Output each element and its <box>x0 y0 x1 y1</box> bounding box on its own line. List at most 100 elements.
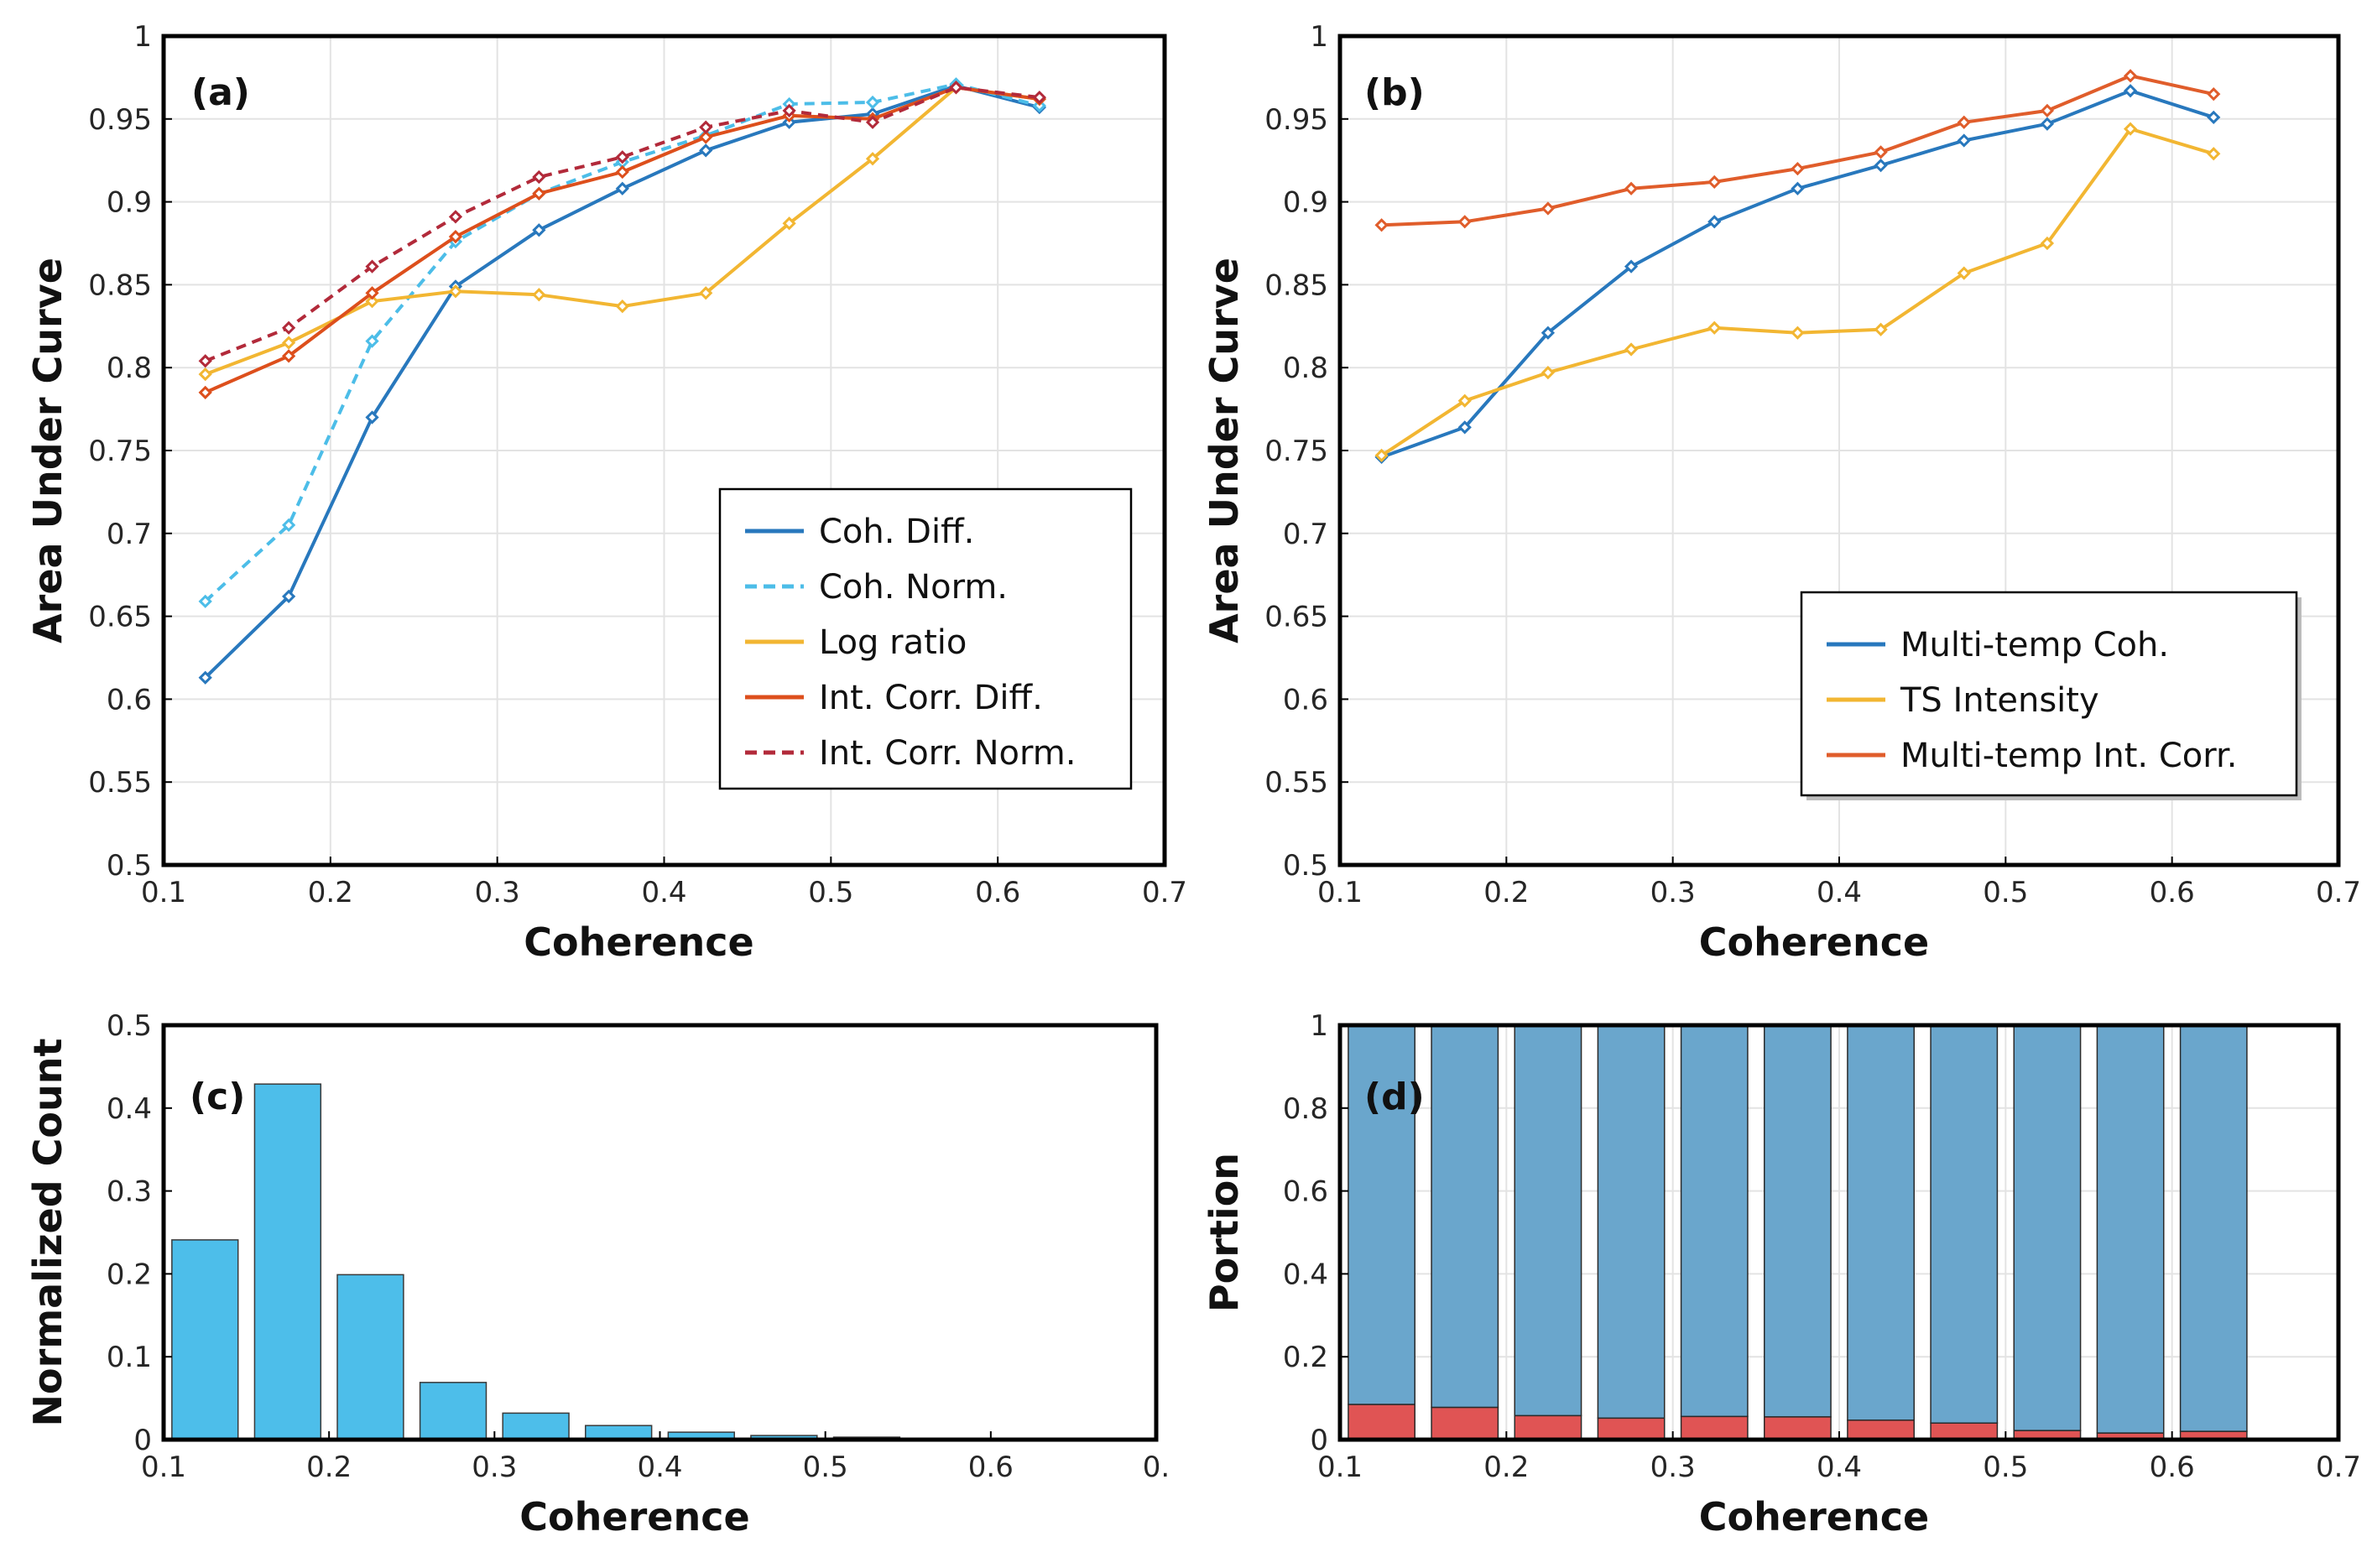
panel-a-legend-label: Int. Corr. Diff. <box>819 679 1043 717</box>
panel-b-data-point <box>2123 122 2138 136</box>
panel-a-data-point <box>532 169 546 185</box>
panel-b-data-point <box>2040 117 2055 131</box>
panel-a-data-point <box>365 334 379 348</box>
panel-d-bar-upper <box>1764 1024 1832 1418</box>
panel-d-label: (d) <box>1364 1076 1425 1118</box>
panel-d-bar-upper <box>2013 1024 2082 1431</box>
panel-b-ytick-label: 0.7 <box>1283 518 1328 551</box>
panel-a-legend-box <box>718 487 1133 790</box>
panel-a-ytick-label: 0.55 <box>88 766 152 800</box>
panel-d-bar-upper <box>1680 1024 1749 1418</box>
panel-d-ytick-label: 0 <box>1310 1424 1328 1457</box>
panel-a-data-point <box>615 150 629 164</box>
panel-a-data-point <box>699 120 713 134</box>
panel-b-data-point <box>1957 266 1971 280</box>
panel-b-data-point <box>1957 115 1971 129</box>
panel-b-data-point <box>2123 84 2138 98</box>
panel-d-ytick-label: 0.2 <box>1283 1341 1328 1374</box>
panel-a-data-point <box>865 95 880 110</box>
panel-d-bar-lower <box>1680 1415 1749 1440</box>
panel-c-ytick-label: 0.1 <box>107 1341 152 1374</box>
panel-d-xtick-label: 0.2 <box>1483 1451 1529 1484</box>
panel-a-ticks: 0.1 0.2 0.3 0.4 0.5 0.6 0.7 0.5 0.55 0.6 0.65 0.7 0.… <box>88 20 1187 909</box>
panel-d-bar-upper <box>2179 1024 2248 1432</box>
panel-c: 0.1 0.2 0.3 0.4 0.5 0.6 0.00.10.20.30.40.5 (c)… <box>25 1009 1170 1539</box>
panel-b-data-point <box>1540 366 1556 380</box>
panel-c-ytick-label: 0.2 <box>107 1258 152 1291</box>
panel-b-data-point <box>2040 103 2055 118</box>
panel-d-bar-lower <box>1930 1422 1999 1440</box>
panel-a-legend-label: Log ratio <box>819 623 967 662</box>
panel-b-xtick-label: 0.6 <box>2150 876 2195 909</box>
panel-a-ytick-label: 0.85 <box>88 268 152 302</box>
panel-d-bar-upper <box>1348 1024 1415 1405</box>
panel-b-ylabel: Area Under Curve <box>1202 258 1247 643</box>
panel-a-legend: Coh. Diff. Coh. Norm. Log ratio Int. Corr. … <box>718 487 1133 790</box>
panel-b-xtick-label: 0.1 <box>1317 876 1363 909</box>
panel-a-data-point <box>198 367 212 382</box>
panel-a-data-point <box>532 288 546 302</box>
panel-b-ytick-label: 0.95 <box>1264 103 1328 137</box>
panel-a-data-point <box>198 385 212 399</box>
panel-a-data-point <box>949 81 963 95</box>
panel-d-bar-upper <box>2096 1024 2165 1434</box>
panel-a-data-point <box>282 589 296 604</box>
panel-a-data-point <box>615 181 629 195</box>
panel-d-xtick-label: 0.7 <box>2316 1451 2361 1484</box>
panel-d-bar-lower <box>1514 1414 1582 1440</box>
panel-b-data-point <box>1624 181 1639 195</box>
panel-b-legend-label: Multi-temp Int. Corr. <box>1900 737 2237 775</box>
panel-a-ytick-label: 0.5 <box>107 849 152 883</box>
panel-c-ytick-label: 0 <box>133 1424 152 1457</box>
panel-b-legend: Multi-temp Coh. TS Intensity Multi-temp In… <box>1800 591 2302 800</box>
panel-b-legend-label: TS Intensity <box>1900 681 2099 720</box>
panel-a-xtick-label: 0.7 <box>1142 876 1187 909</box>
panel-a-data-point <box>282 518 296 533</box>
panel-c-label: (c) <box>190 1076 245 1118</box>
panel-d-grid <box>1340 1025 2338 1440</box>
panel-b-series <box>1374 69 2221 465</box>
panel-a-xlabel: Coherence <box>524 919 753 965</box>
panel-b-legend-label: Multi-temp Coh. <box>1900 626 2169 664</box>
panel-a-data-point <box>699 286 713 300</box>
panel-a-ytick-label: 0.6 <box>107 683 152 716</box>
panel-c-xlabel: Coherence <box>519 1494 749 1539</box>
panel-c-xtick-label: 0.6 <box>968 1451 1014 1484</box>
panel-b-legend-box <box>1800 591 2298 797</box>
panel-a-data-point <box>532 223 546 237</box>
panel-b-data-point <box>2207 87 2221 102</box>
panel-b-data-point <box>1874 145 1888 159</box>
panel-b-data-point <box>1957 133 1971 148</box>
panel-a-legend-label: Coh. Diff. <box>819 513 974 551</box>
panel-d-xtick-label: 0.1 <box>1317 1451 1363 1484</box>
panel-c-ylabel: Normalized Count <box>25 1038 70 1426</box>
panel-a-ylabel: Area Under Curve <box>25 258 70 643</box>
panel-b-label: (b) <box>1364 71 1425 114</box>
panel-b-ytick-label: 0.85 <box>1264 268 1328 302</box>
panel-b-data-point <box>1707 320 1722 335</box>
panel-b-data-point <box>2040 236 2055 251</box>
panel-a-data-point <box>282 349 296 363</box>
panel-d-ylabel: Portion <box>1202 1153 1247 1312</box>
panel-a-data-point <box>699 130 713 144</box>
panel-b-data-point <box>1624 342 1639 357</box>
panel-a-ytick-label: 0.95 <box>88 103 152 137</box>
panel-d-ytick-label: 0.6 <box>1283 1175 1328 1209</box>
panel-d-xtick-label: 0.4 <box>1817 1451 1862 1484</box>
panel-c-xtick-label: 0.5 <box>803 1451 848 1484</box>
panel-a-series <box>198 77 1047 685</box>
panel-d-ytick-label: 1 <box>1310 1009 1328 1043</box>
panel-a-data-point <box>365 259 379 273</box>
panel-a-data-point <box>448 229 463 244</box>
panel-c-bars <box>171 1083 1066 1440</box>
panel-d-bar-upper <box>1431 1024 1499 1409</box>
panel-c-xtick-label: 0. <box>1143 1451 1170 1484</box>
panel-b-xlabel: Coherence <box>1699 919 1929 965</box>
panel-a-ytick-label: 1 <box>133 20 152 54</box>
panel-c-bar <box>336 1274 404 1440</box>
panel-b-data-point <box>1707 175 1722 190</box>
panel-b-data-point <box>1874 322 1888 336</box>
panel-a-data-point <box>365 286 379 300</box>
panel-b-xtick-label: 0.5 <box>1983 876 2028 909</box>
panel-b-data-point <box>1374 448 1389 463</box>
